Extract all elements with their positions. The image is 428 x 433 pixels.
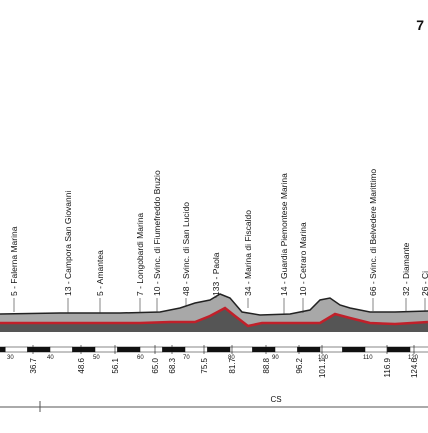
place-label: 48 - Svinc. di San Lucido	[181, 202, 191, 296]
distance-label: 48.6	[77, 357, 86, 373]
axis-segment	[139, 346, 163, 353]
place-label: 26 - Ci	[420, 271, 428, 296]
axis-segment	[4, 346, 28, 353]
distance-label: 96.2	[295, 357, 304, 373]
place-label: 13 - Campora San Giovanni	[63, 191, 73, 296]
axis-segment	[297, 346, 321, 353]
distance-label: 56.1	[111, 357, 120, 373]
axis-segment	[94, 346, 118, 353]
axis-segment	[49, 346, 73, 353]
axis-segment	[0, 346, 6, 353]
place-label: 34 - Marina di Fiscaldo	[243, 210, 253, 296]
profile-line	[0, 306, 428, 328]
km-tick-label: 50	[93, 355, 100, 361]
km-tick-label: 90	[272, 355, 279, 361]
axis-segment	[162, 346, 186, 353]
place-label: 7 - Longobardi Marina	[135, 213, 145, 296]
axis-segment	[229, 346, 253, 353]
distance-label: 75.5	[200, 357, 209, 373]
km-tick-label: 80	[228, 355, 235, 361]
place-label: 10 - Cetraro Marina	[298, 222, 308, 296]
axis-segment	[342, 346, 366, 353]
axis-segment	[364, 346, 388, 353]
distance-label: 65.0	[151, 357, 160, 373]
distance-label: 124.6	[410, 357, 419, 378]
axis-segment	[409, 346, 428, 353]
place-label: 32 - Diamante	[401, 242, 411, 296]
profile-base	[0, 308, 428, 332]
axis-segment	[274, 346, 298, 353]
km-tick-label: 30	[7, 355, 14, 361]
km-tick-label: 60	[137, 355, 144, 361]
place-label: 5 - Falerna Marina	[9, 226, 19, 296]
axis-segment	[27, 346, 51, 353]
place-label: 5 - Amantea	[95, 250, 105, 296]
place-label: 133 - Paola	[211, 252, 221, 296]
axis-segment	[387, 346, 411, 353]
corner-label: 7	[416, 17, 424, 33]
axis-segment	[252, 346, 276, 353]
distance-label: 81.7	[228, 357, 237, 373]
km-tick-label: 100	[318, 355, 329, 361]
axis-segment	[117, 346, 141, 353]
km-tick-label: 70	[183, 355, 190, 361]
distance-label: 116.9	[383, 357, 392, 377]
distance-label: 101.1	[318, 357, 327, 378]
province-label: CS	[270, 395, 281, 404]
distance-label: 68.3	[168, 357, 177, 373]
km-tick-label: 120	[408, 355, 419, 361]
axis-segment	[207, 346, 231, 353]
axis-segment	[72, 346, 96, 353]
place-label: 66 - Svinc. di Belvedere Marittimo	[368, 169, 378, 296]
place-label: 10 - Svinc. di Fiumefreddo Bruzio	[152, 170, 162, 296]
place-label: 14 - Guardia Piemontese Marina	[279, 173, 289, 296]
km-tick-label: 110	[363, 355, 373, 361]
profile-outline	[0, 293, 428, 316]
km-tick-label: 40	[47, 355, 54, 361]
distance-label: 36.7	[29, 357, 38, 373]
axis-segment	[319, 346, 343, 353]
distance-label: 88.8	[262, 357, 271, 373]
